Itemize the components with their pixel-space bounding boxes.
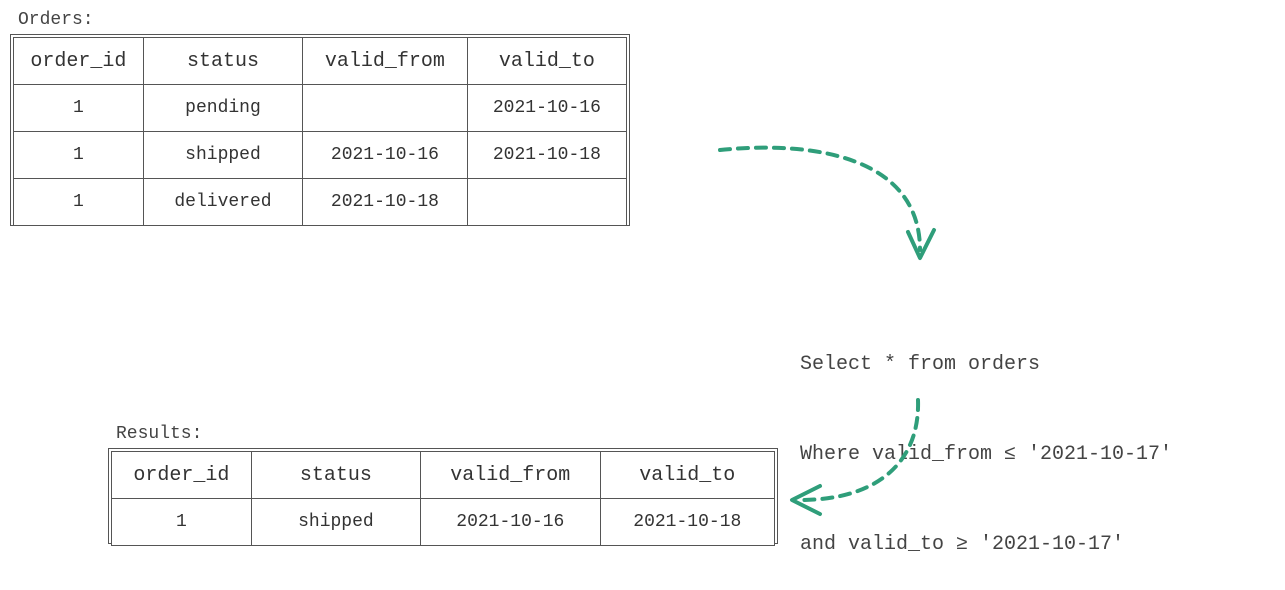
orders-row: 1 delivered 2021-10-18 — [14, 179, 627, 226]
results-table-label: Results: — [116, 424, 202, 444]
results-header-row: order_id status valid_from valid_to — [112, 452, 775, 499]
orders-table-frame: order_id status valid_from valid_to 1 pe… — [10, 34, 630, 226]
col-status: status — [143, 38, 302, 85]
query-line: Where valid_from ≤ '2021-10-17' — [800, 440, 1172, 470]
arrow-orders-to-query — [720, 148, 920, 250]
cell: 1 — [14, 179, 144, 226]
orders-row: 1 shipped 2021-10-16 2021-10-18 — [14, 132, 627, 179]
orders-table: order_id status valid_from valid_to 1 pe… — [13, 37, 627, 226]
col-status: status — [251, 452, 420, 499]
col-valid-from: valid_from — [303, 38, 468, 85]
cell: 1 — [112, 499, 252, 546]
results-table: order_id status valid_from valid_to 1 sh… — [111, 451, 775, 546]
cell: 2021-10-18 — [303, 179, 468, 226]
cell: 2021-10-16 — [467, 85, 626, 132]
cell: shipped — [143, 132, 302, 179]
cell: delivered — [143, 179, 302, 226]
cell: 2021-10-18 — [600, 499, 774, 546]
col-valid-to: valid_to — [467, 38, 626, 85]
query-line: Select * from orders — [800, 350, 1172, 380]
diagram-canvas: { "orders_table": { "label": "Orders:", … — [0, 0, 1285, 556]
col-valid-from: valid_from — [421, 452, 601, 499]
orders-header-row: order_id status valid_from valid_to — [14, 38, 627, 85]
cell: shipped — [251, 499, 420, 546]
col-valid-to: valid_to — [600, 452, 774, 499]
orders-table-label: Orders: — [18, 10, 94, 30]
results-table-frame: order_id status valid_from valid_to 1 sh… — [108, 448, 778, 544]
cell: 2021-10-16 — [421, 499, 601, 546]
cell: 1 — [14, 132, 144, 179]
col-order-id: order_id — [112, 452, 252, 499]
arrow-orders-to-query-head — [908, 230, 934, 258]
cell: pending — [143, 85, 302, 132]
cell: 2021-10-18 — [467, 132, 626, 179]
orders-row: 1 pending 2021-10-16 — [14, 85, 627, 132]
cell — [467, 179, 626, 226]
cell: 2021-10-16 — [303, 132, 468, 179]
cell: 1 — [14, 85, 144, 132]
results-row: 1 shipped 2021-10-16 2021-10-18 — [112, 499, 775, 546]
cell — [303, 85, 468, 132]
col-order-id: order_id — [14, 38, 144, 85]
sql-query-text: Select * from orders Where valid_from ≤ … — [800, 290, 1172, 590]
